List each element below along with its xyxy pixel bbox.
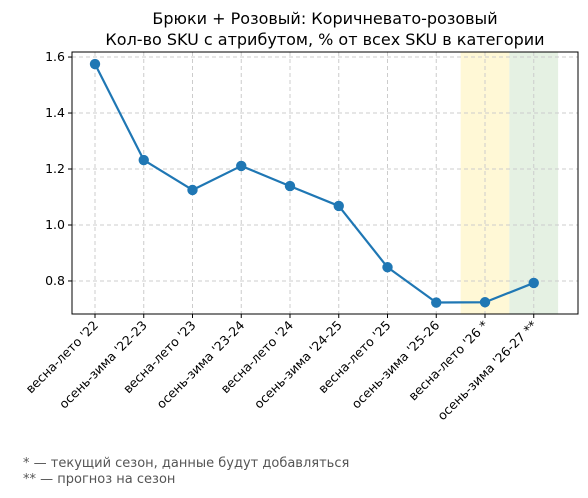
plot-frame	[71, 51, 579, 315]
x-tick-label: осень-зима '23-24	[153, 317, 247, 411]
y-tick-label: 1.4	[45, 105, 65, 120]
chart-title-line1: Брюки + Розовый: Коричневато-розовый	[152, 9, 497, 28]
footnote-forecast: ** — прогноз на сезон	[23, 472, 176, 487]
data-point	[382, 262, 393, 273]
data-point	[333, 200, 344, 212]
y-tick-label: 0.8	[45, 273, 65, 288]
y-tick-label: 1.6	[45, 49, 65, 64]
data-point	[138, 154, 149, 166]
x-tick-label: осень-зима '22-23	[56, 318, 150, 412]
data-point	[284, 180, 296, 192]
x-tick-label: осень-зима '24-25	[251, 318, 345, 412]
data-point	[89, 58, 101, 70]
x-tick-label: осень-зима '26-27 **	[434, 318, 540, 424]
data-point	[479, 297, 491, 308]
highlight-bands	[460, 52, 559, 314]
y-tick-label: 1.2	[45, 161, 65, 176]
highlight-band-2	[509, 52, 559, 314]
data-point	[187, 184, 198, 196]
chart-title-line2: Кол-во SKU с атрибутом, % от всех SKU в …	[105, 30, 544, 49]
series	[89, 58, 539, 308]
series-line	[94, 63, 535, 304]
y-tick-label: 1.0	[45, 217, 65, 232]
highlight-band-1	[460, 52, 510, 314]
data-point	[528, 277, 539, 289]
y-axis: 0.8 1.0 1.2 1.4 1.6	[45, 49, 72, 288]
data-point	[236, 160, 247, 172]
data-point	[431, 297, 442, 308]
x-tick-label: осень-зима '25-26	[348, 317, 442, 411]
footnote-current-season: * — текущий сезон, данные будут добавлят…	[23, 456, 350, 471]
